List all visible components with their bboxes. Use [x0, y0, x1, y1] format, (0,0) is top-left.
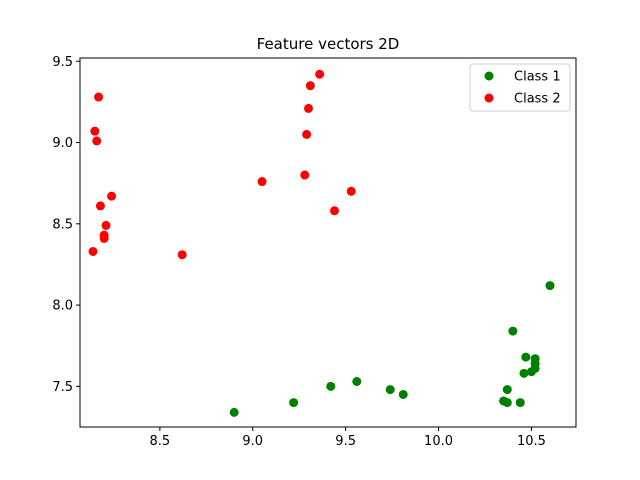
x-tick-label: 8.5	[150, 434, 171, 449]
data-point	[519, 368, 529, 378]
data-point	[303, 103, 313, 113]
data-point	[508, 326, 518, 336]
y-tick-label: 9.5	[52, 55, 73, 70]
data-point	[90, 126, 100, 136]
y-axis-ticks: 7.5 8.0 8.5 9.0 9.5	[52, 55, 80, 395]
legend-marker	[484, 93, 494, 103]
x-axis-ticks: 8.5 9.0 9.5 10.0 10.5	[150, 427, 546, 449]
data-point	[502, 385, 512, 395]
data-point	[398, 389, 408, 399]
data-point	[289, 398, 299, 408]
axes-frame	[79, 57, 577, 428]
legend-marker	[484, 71, 494, 81]
legend-box	[469, 63, 571, 112]
data-point	[530, 354, 540, 364]
data-point	[257, 177, 267, 187]
x-tick-label: 9.0	[242, 434, 263, 449]
data-points	[88, 69, 555, 417]
data-point	[94, 92, 104, 102]
y-tick-label: 8.0	[52, 299, 73, 314]
data-point	[502, 398, 512, 408]
legend-label: Class 1	[514, 70, 561, 85]
data-point	[385, 385, 395, 395]
y-tick-label: 9.0	[52, 136, 73, 151]
data-point	[302, 129, 312, 139]
data-point	[545, 281, 555, 291]
data-point	[315, 69, 325, 79]
data-point	[352, 376, 362, 386]
chart-title: Feature vectors 2D	[257, 35, 400, 53]
data-point	[521, 352, 531, 362]
data-point	[101, 220, 111, 230]
data-point	[99, 230, 109, 240]
legend-label: Class 2	[514, 92, 561, 107]
data-point	[107, 191, 117, 201]
data-point	[92, 136, 102, 146]
data-point	[300, 170, 310, 180]
data-point	[177, 250, 187, 260]
x-tick-label: 10.0	[424, 434, 453, 449]
y-tick-label: 8.5	[52, 217, 73, 232]
data-point	[229, 407, 239, 417]
data-point	[305, 81, 315, 91]
data-point	[88, 246, 98, 256]
data-point	[346, 186, 356, 196]
x-tick-label: 9.5	[335, 434, 356, 449]
data-point	[95, 201, 105, 211]
y-tick-label: 7.5	[52, 380, 73, 395]
legend: Class 1 Class 2	[469, 63, 571, 112]
x-tick-label: 10.5	[517, 434, 546, 449]
plot-area	[80, 58, 576, 427]
data-point	[330, 206, 340, 216]
data-point	[326, 381, 336, 391]
data-point	[515, 398, 525, 408]
